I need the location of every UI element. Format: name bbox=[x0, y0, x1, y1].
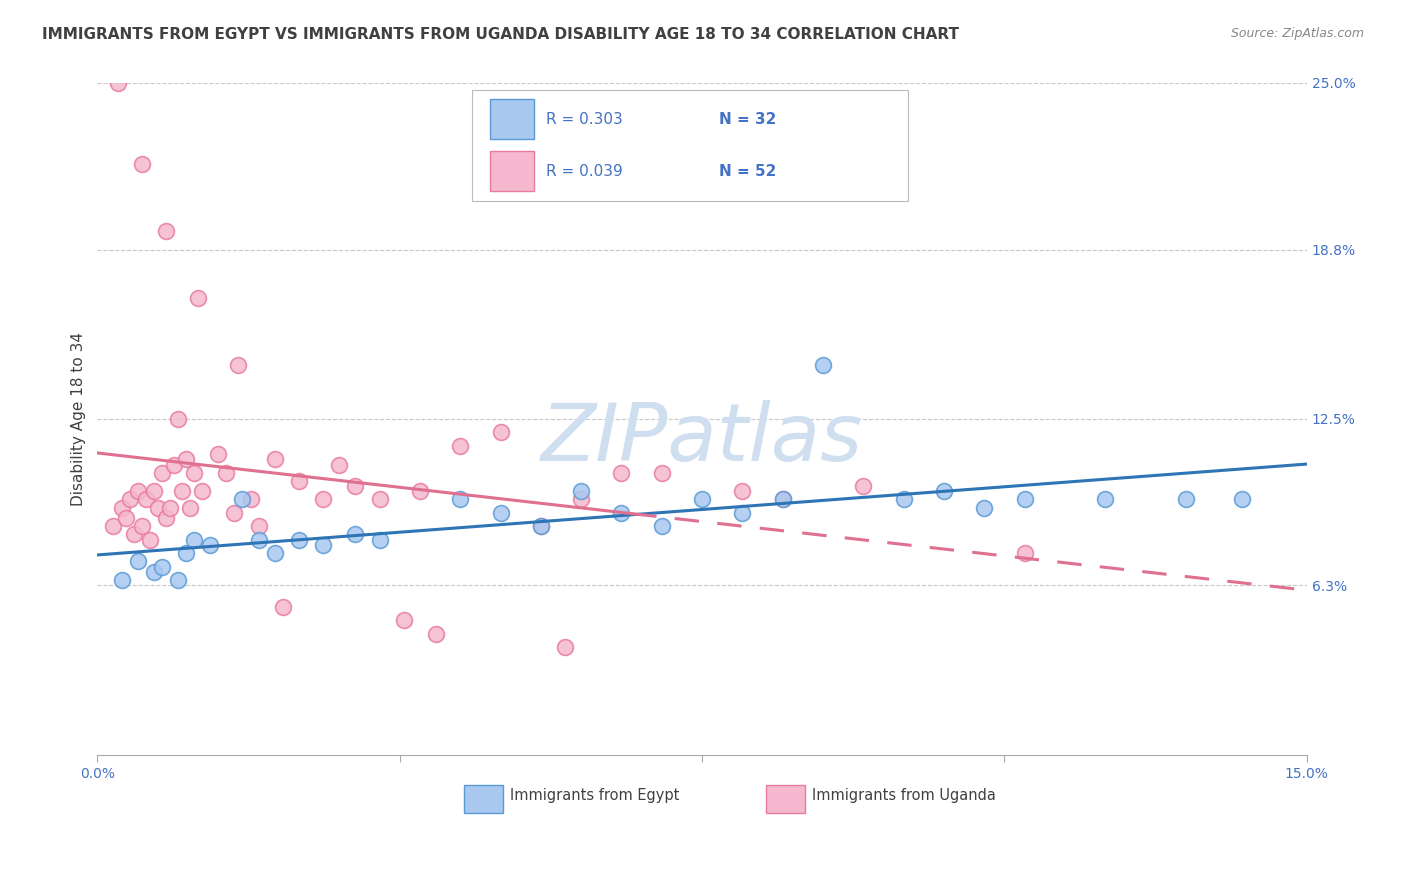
Point bbox=[425, 627, 447, 641]
Point bbox=[200, 538, 222, 552]
Point bbox=[569, 484, 592, 499]
Point bbox=[344, 527, 367, 541]
Point bbox=[127, 484, 149, 499]
FancyBboxPatch shape bbox=[464, 785, 502, 814]
Point bbox=[263, 452, 285, 467]
Point bbox=[312, 492, 335, 507]
Point bbox=[271, 599, 294, 614]
Point bbox=[811, 358, 834, 372]
Point bbox=[127, 554, 149, 568]
Point bbox=[312, 538, 335, 552]
Point bbox=[110, 500, 132, 515]
Point bbox=[174, 546, 197, 560]
Point bbox=[1014, 546, 1036, 560]
Point bbox=[159, 500, 181, 515]
Point bbox=[893, 492, 915, 507]
Point bbox=[191, 484, 214, 499]
Point bbox=[1094, 492, 1116, 507]
Point bbox=[489, 506, 512, 520]
Text: R = 0.039: R = 0.039 bbox=[546, 163, 623, 178]
Point bbox=[170, 484, 193, 499]
Point bbox=[263, 546, 285, 560]
Point bbox=[155, 511, 177, 525]
Point bbox=[1174, 492, 1197, 507]
Point bbox=[215, 466, 238, 480]
Point bbox=[167, 573, 190, 587]
Point bbox=[174, 452, 197, 467]
Point bbox=[118, 492, 141, 507]
Point bbox=[772, 492, 794, 507]
Point bbox=[163, 458, 186, 472]
Point bbox=[114, 511, 136, 525]
Point bbox=[328, 458, 350, 472]
Point bbox=[610, 506, 633, 520]
FancyBboxPatch shape bbox=[472, 90, 908, 201]
Point bbox=[1232, 492, 1254, 507]
Text: Source: ZipAtlas.com: Source: ZipAtlas.com bbox=[1230, 27, 1364, 40]
Point bbox=[247, 533, 270, 547]
Y-axis label: Disability Age 18 to 34: Disability Age 18 to 34 bbox=[72, 332, 86, 506]
Point bbox=[1014, 492, 1036, 507]
Text: Immigrants from Uganda: Immigrants from Uganda bbox=[813, 788, 995, 803]
Point bbox=[772, 492, 794, 507]
FancyBboxPatch shape bbox=[491, 152, 534, 191]
Point bbox=[368, 533, 391, 547]
Point bbox=[167, 412, 190, 426]
Point bbox=[228, 358, 250, 372]
Point bbox=[368, 492, 391, 507]
Text: IMMIGRANTS FROM EGYPT VS IMMIGRANTS FROM UGANDA DISABILITY AGE 18 TO 34 CORRELAT: IMMIGRANTS FROM EGYPT VS IMMIGRANTS FROM… bbox=[42, 27, 959, 42]
Point bbox=[135, 492, 157, 507]
Point bbox=[530, 519, 553, 533]
Text: N = 52: N = 52 bbox=[718, 163, 776, 178]
Point bbox=[103, 519, 125, 533]
Point bbox=[651, 519, 673, 533]
Point bbox=[122, 527, 145, 541]
Point bbox=[554, 640, 576, 655]
FancyBboxPatch shape bbox=[491, 99, 534, 139]
Point bbox=[489, 425, 512, 440]
Point bbox=[409, 484, 432, 499]
Point bbox=[569, 492, 592, 507]
Point bbox=[852, 479, 875, 493]
Point bbox=[288, 474, 311, 488]
Point bbox=[131, 519, 153, 533]
Point bbox=[651, 466, 673, 480]
Text: Immigrants from Egypt: Immigrants from Egypt bbox=[510, 788, 679, 803]
Point bbox=[247, 519, 270, 533]
Point bbox=[231, 492, 253, 507]
Point bbox=[932, 484, 955, 499]
Text: R = 0.303: R = 0.303 bbox=[546, 112, 623, 127]
Point bbox=[239, 492, 262, 507]
Point bbox=[288, 533, 311, 547]
Point bbox=[179, 500, 201, 515]
Point bbox=[690, 492, 713, 507]
Text: ZIPatlas: ZIPatlas bbox=[541, 400, 863, 478]
Point bbox=[139, 533, 162, 547]
Point bbox=[610, 466, 633, 480]
Point bbox=[150, 466, 173, 480]
Point bbox=[155, 224, 177, 238]
Point bbox=[449, 439, 471, 453]
Point bbox=[107, 76, 129, 90]
Text: N = 32: N = 32 bbox=[718, 112, 776, 127]
Point bbox=[731, 506, 754, 520]
Point bbox=[187, 291, 209, 305]
FancyBboxPatch shape bbox=[766, 785, 804, 814]
Point bbox=[131, 156, 153, 170]
Point bbox=[150, 559, 173, 574]
Point bbox=[224, 506, 246, 520]
Point bbox=[973, 500, 995, 515]
Point bbox=[392, 614, 415, 628]
Point bbox=[183, 466, 205, 480]
Point bbox=[146, 500, 169, 515]
Point bbox=[449, 492, 471, 507]
Point bbox=[344, 479, 367, 493]
Point bbox=[142, 565, 165, 579]
Point bbox=[110, 573, 132, 587]
Point bbox=[142, 484, 165, 499]
Point bbox=[530, 519, 553, 533]
Point bbox=[183, 533, 205, 547]
Point bbox=[207, 447, 229, 461]
Point bbox=[731, 484, 754, 499]
